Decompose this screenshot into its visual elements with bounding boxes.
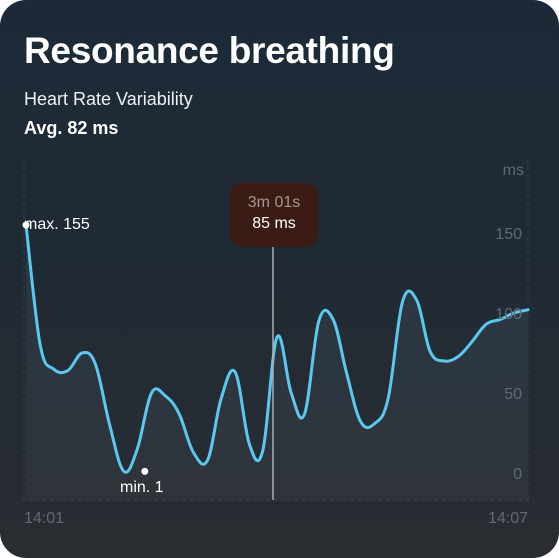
average-value: Avg. 82 ms: [24, 118, 119, 138]
axis-ticks: 0 50 100 150: [495, 226, 522, 483]
x-start-label: 14:01: [24, 510, 64, 527]
value-tooltip: 3m 01s 85 ms: [230, 183, 318, 247]
page-title: Resonance breathing: [24, 30, 395, 71]
y-tick-label: 0: [513, 466, 522, 483]
max-point-marker: [22, 221, 30, 229]
min-point-marker: [141, 467, 149, 475]
y-unit-label: ms: [503, 162, 524, 179]
metric-subtitle: Heart Rate Variability: [24, 89, 193, 109]
x-end-label: 14:07: [488, 510, 528, 527]
tooltip-value: 85 ms: [252, 215, 296, 232]
max-point-label: max. 155: [24, 216, 90, 233]
series-line: [24, 223, 530, 474]
y-tick-label: 50: [504, 386, 522, 403]
line-area-fill: [26, 225, 528, 500]
y-tick-label: 100: [495, 306, 522, 323]
y-tick-label: 150: [495, 226, 522, 243]
min-point-label: min. 1: [120, 479, 164, 496]
tooltip-time: 3m 01s: [247, 194, 301, 211]
